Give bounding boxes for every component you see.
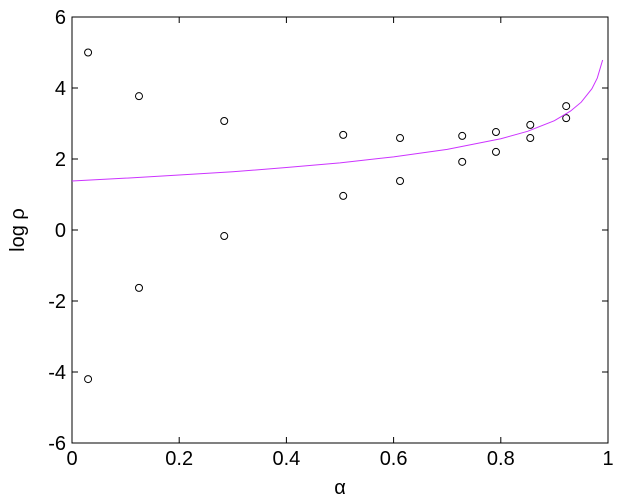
scatter-point	[396, 177, 405, 186]
plot-frame	[71, 16, 609, 444]
scatter-point	[491, 147, 500, 156]
scatter-point	[562, 102, 571, 111]
scatter-point	[396, 134, 405, 143]
scatter-point	[526, 134, 535, 143]
x-tick-label: 0.6	[380, 448, 408, 470]
y-tick-label: 2	[55, 149, 66, 171]
y-tick-label: 0	[55, 220, 66, 242]
x-tick-label: 0.2	[165, 448, 193, 470]
x-axis-label: α	[334, 477, 346, 499]
scatter-point	[526, 120, 535, 129]
scatter-point	[84, 48, 93, 57]
scatter-point	[220, 117, 229, 126]
x-tick-label: 0.4	[272, 448, 300, 470]
scatter-point	[491, 128, 500, 137]
y-axis-label: log ρ	[7, 208, 29, 252]
scatter-point	[339, 191, 348, 200]
x-tick-label: 0	[66, 448, 77, 470]
scatter-point	[135, 92, 143, 101]
x-tick-label: 0.8	[487, 448, 515, 470]
y-tick-label: -4	[48, 362, 66, 384]
scatter-point	[339, 130, 348, 139]
y-tick-label: 6	[55, 7, 66, 29]
line	[71, 59, 604, 182]
scatter-point	[562, 114, 571, 123]
y-tick-label: 4	[55, 78, 66, 100]
y-tick-label: -6	[48, 433, 66, 455]
y-tick-label: -2	[48, 291, 66, 313]
scatter-point	[458, 157, 467, 166]
scatter-point	[220, 232, 229, 241]
scatter-point	[458, 131, 467, 140]
scatter-point	[84, 375, 93, 384]
x-tick-label: 1	[602, 448, 613, 470]
scatter-point	[135, 283, 143, 292]
